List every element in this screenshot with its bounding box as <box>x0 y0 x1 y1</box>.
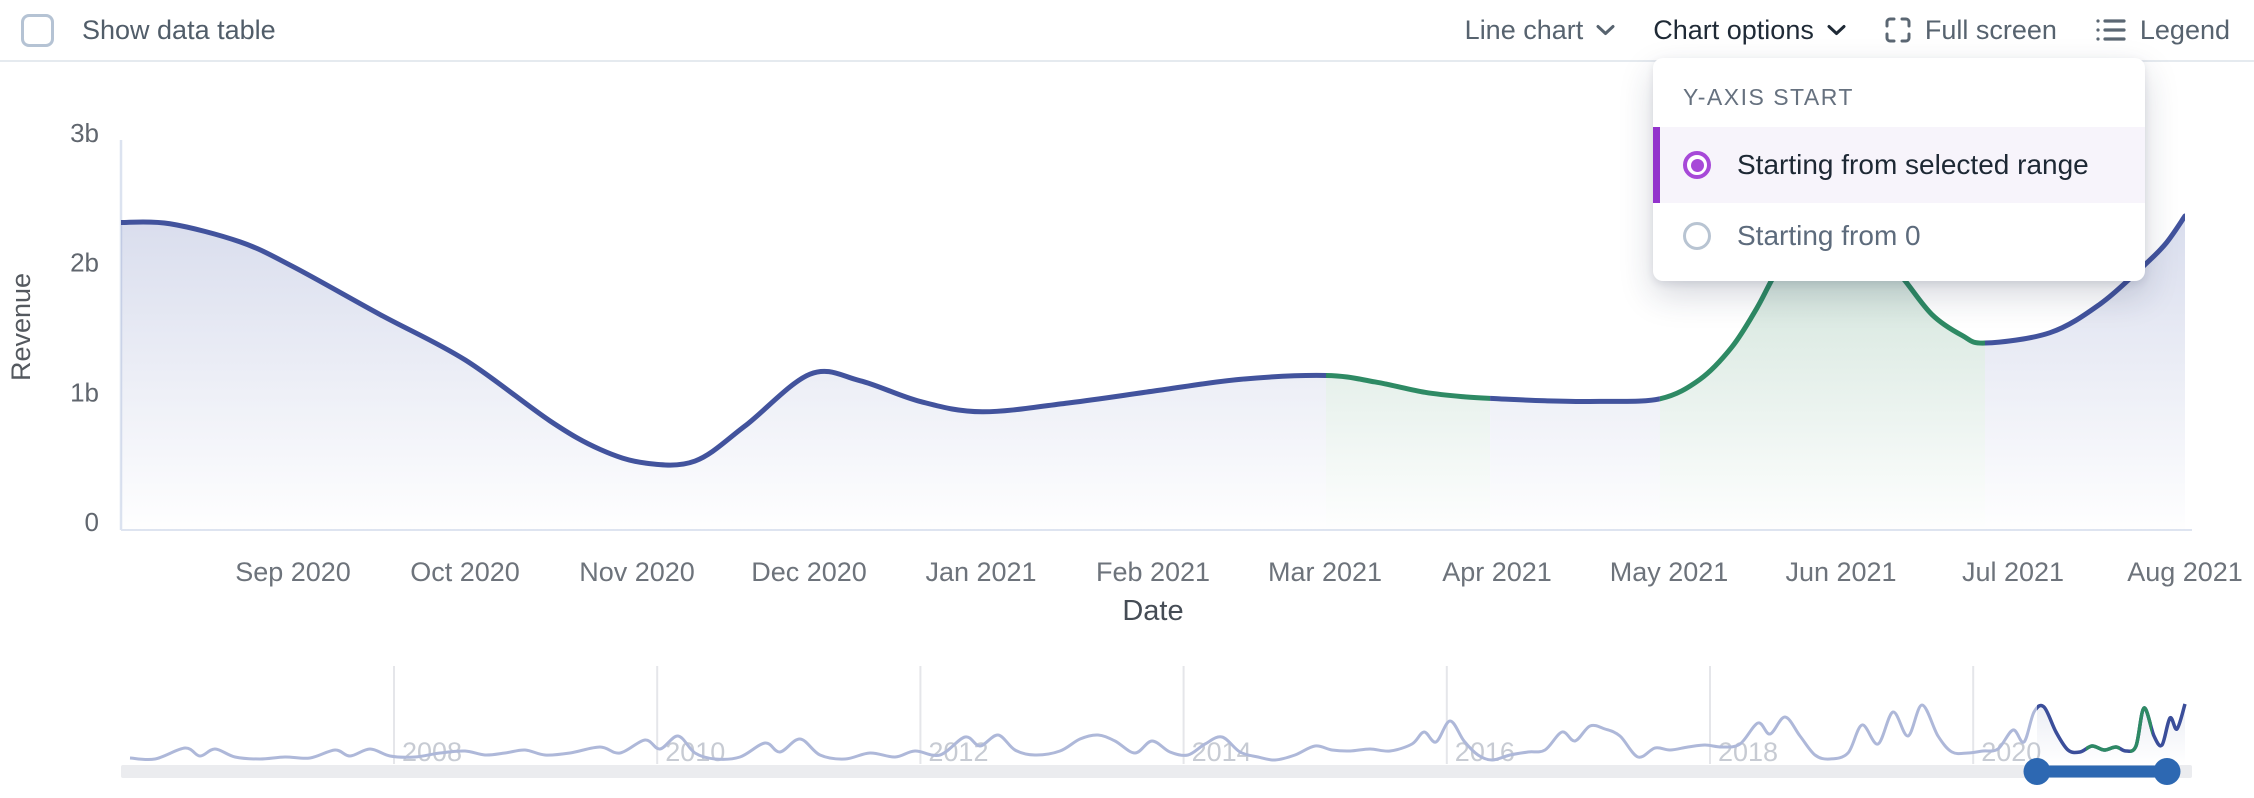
timeline-scroll-track[interactable] <box>121 765 2192 778</box>
brush-handle-left[interactable] <box>2023 758 2051 785</box>
radio-selected-icon <box>1683 151 1711 179</box>
show-data-table-control[interactable]: Show data table <box>0 13 276 47</box>
y-axis-start-heading: Y-AXIS START <box>1683 84 1854 110</box>
full-screen-button[interactable]: Full screen <box>1884 15 2057 46</box>
y-tick-label: 2b <box>70 248 99 278</box>
brush-range-bar[interactable] <box>2037 765 2167 778</box>
series-segment-green <box>1325 372 1491 530</box>
x-tick-label: Jan 2021 <box>925 557 1036 587</box>
legend-label: Legend <box>2139 14 2230 45</box>
y-tick-label: 1b <box>70 377 99 407</box>
full-screen-label: Full screen <box>1924 14 2057 45</box>
chevron-down-icon <box>1596 24 1615 36</box>
show-data-table-label: Show data table <box>82 14 276 45</box>
legend-button[interactable]: Legend <box>2095 15 2230 46</box>
mini-series-line <box>129 703 2187 762</box>
series-segment-blue <box>1984 213 2186 530</box>
chart-options-label: Chart options <box>1653 14 1814 45</box>
x-tick-label: Nov 2020 <box>579 557 695 587</box>
chart-type-dropdown[interactable]: Line chart <box>1465 15 1616 46</box>
y-tick-label: 3b <box>70 118 99 148</box>
fullscreen-icon <box>1884 16 1912 44</box>
brush-handle-right[interactable] <box>2153 758 2181 785</box>
x-tick-label: Jun 2021 <box>1785 557 1896 587</box>
show-data-table-checkbox[interactable] <box>21 13 54 47</box>
x-tick-label: May 2021 <box>1610 557 1729 587</box>
option-starting-from-selected-range[interactable]: Starting from selected range <box>1653 127 2145 203</box>
chart-options-panel: Y-AXIS START Starting from selected rang… <box>1653 58 2145 281</box>
x-tick-label: Apr 2021 <box>1442 557 1552 587</box>
chart-options-dropdown[interactable]: Chart options <box>1653 15 1846 46</box>
x-tick-label: Oct 2020 <box>410 557 520 587</box>
chart-type-label: Line chart <box>1464 14 1584 45</box>
mini-year-label: 2018 <box>1718 737 1778 767</box>
x-tick-label: Mar 2021 <box>1268 557 1382 587</box>
series-segment-blue <box>121 219 1326 530</box>
series-segment-green <box>1659 225 1985 530</box>
series-segment-blue <box>1490 395 1660 530</box>
x-tick-label: Feb 2021 <box>1096 557 1210 587</box>
x-tick-label: Aug 2021 <box>2127 557 2243 587</box>
chart-toolbar: Show data table Line chart Chart options… <box>0 0 2254 62</box>
y-tick-label: 0 <box>85 507 99 537</box>
x-tick-label: Sep 2020 <box>235 557 351 587</box>
x-tick-label: Dec 2020 <box>751 557 867 587</box>
x-axis-title: Date <box>1122 595 1183 627</box>
toolbar-actions: Line chart Chart options Full screen <box>1465 15 2254 46</box>
chevron-down-icon <box>1827 24 1846 36</box>
radio-unselected-icon <box>1683 222 1711 250</box>
option-starting-from-zero[interactable]: Starting from 0 <box>1653 203 2145 269</box>
y-axis-title: Revenue <box>6 273 36 381</box>
legend-list-icon <box>2095 17 2127 43</box>
x-tick-label: Jul 2021 <box>1962 557 2064 587</box>
